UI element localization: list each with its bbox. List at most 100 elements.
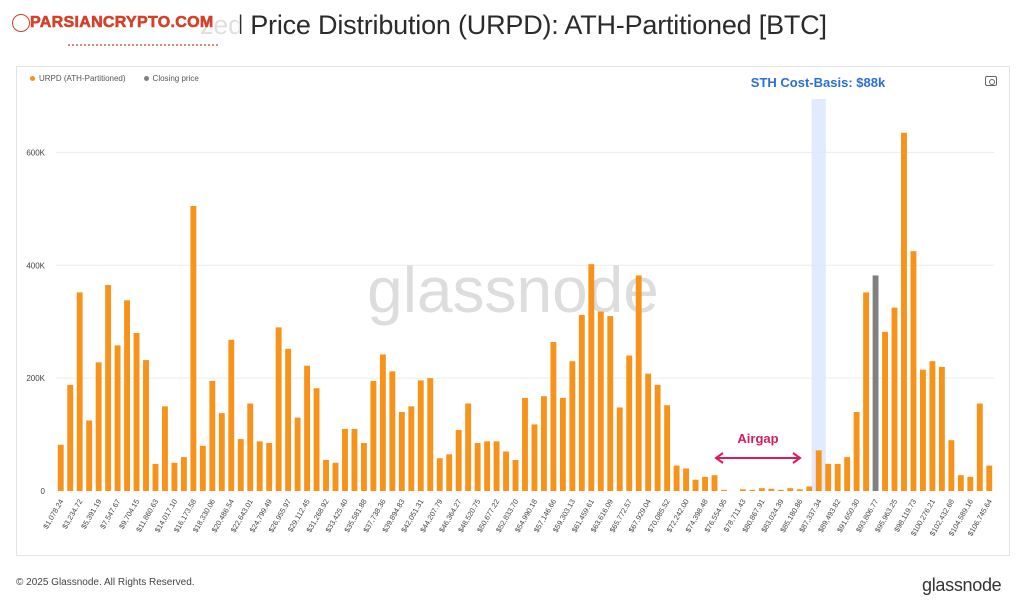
- urpd-bar: [796, 489, 803, 491]
- urpd-bar: [815, 450, 822, 491]
- urpd-bar: [105, 285, 112, 491]
- urpd-bar: [237, 439, 244, 491]
- urpd-bar: [787, 488, 794, 491]
- closing-price-bar: [872, 275, 879, 491]
- urpd-bar: [578, 314, 585, 491]
- camera-icon[interactable]: [985, 76, 997, 86]
- urpd-bar: [67, 384, 74, 491]
- logo-mark-icon: [12, 14, 30, 32]
- urpd-bar: [749, 489, 756, 491]
- urpd-bar: [825, 463, 832, 491]
- urpd-bar: [124, 300, 130, 491]
- urpd-bar: [474, 443, 481, 491]
- urpd-bar: [370, 380, 377, 491]
- urpd-bar: [285, 348, 292, 491]
- urpd-bar: [758, 488, 765, 491]
- urpd-bar: [455, 430, 462, 491]
- urpd-bar: [351, 428, 358, 491]
- urpd-bar: [901, 132, 907, 491]
- urpd-bar: [938, 366, 945, 491]
- urpd-bar: [493, 441, 500, 491]
- urpd-bar: [360, 443, 367, 491]
- copyright-footer: © 2025 Glassnode. All Rights Reserved.: [16, 577, 195, 588]
- urpd-bar: [844, 457, 851, 491]
- urpd-bar: [171, 462, 178, 491]
- sth-cost-basis-band: [811, 99, 826, 491]
- urpd-bar: [427, 378, 434, 491]
- logo-underline: [68, 34, 218, 46]
- urpd-bar: [711, 475, 718, 491]
- urpd-bar: [86, 420, 93, 491]
- urpd-bar: [635, 275, 642, 491]
- urpd-bar: [683, 468, 690, 491]
- y-tick-label: 600K: [26, 148, 45, 157]
- y-tick-label: 0: [41, 487, 46, 496]
- urpd-bar: [484, 441, 491, 491]
- urpd-bar: [948, 440, 955, 491]
- legend-item-urpd[interactable]: URPD (ATH-Partitioned): [30, 74, 126, 83]
- airgap-arrow-right-head: [792, 452, 802, 464]
- urpd-bar: [920, 369, 926, 491]
- urpd-bar: [465, 403, 472, 491]
- urpd-bar: [256, 441, 263, 491]
- urpd-bar: [739, 489, 746, 491]
- urpd-bar: [313, 388, 320, 491]
- urpd-bar: [228, 339, 235, 491]
- urpd-bar: [569, 361, 576, 491]
- glassnode-watermark: glassnode: [367, 254, 659, 326]
- urpd-bar: [588, 264, 595, 491]
- urpd-bar: [777, 489, 784, 491]
- urpd-bar: [95, 362, 102, 491]
- legend-item-closing[interactable]: Closing price: [143, 74, 199, 83]
- urpd-bar: [436, 458, 443, 491]
- urpd-bar: [976, 403, 983, 491]
- urpd-bar: [323, 459, 329, 491]
- urpd-bar: [218, 413, 225, 491]
- urpd-bar: [143, 360, 149, 491]
- airgap-label: Airgap: [737, 431, 778, 446]
- urpd-bar: [408, 406, 415, 491]
- urpd-bar: [597, 311, 604, 491]
- urpd-bar: [929, 361, 936, 491]
- urpd-bar: [266, 443, 273, 491]
- urpd-bar: [986, 465, 993, 491]
- urpd-bar: [806, 486, 813, 491]
- urpd-bar: [114, 345, 121, 491]
- urpd-bar: [398, 412, 405, 491]
- urpd-bar: [550, 342, 557, 491]
- urpd-bar: [332, 462, 339, 491]
- urpd-bar: [417, 380, 424, 491]
- urpd-bar: [531, 424, 538, 491]
- y-tick-label: 400K: [26, 261, 45, 270]
- urpd-bar: [152, 463, 159, 491]
- urpd-bar: [180, 457, 187, 491]
- urpd-bar: [834, 463, 841, 491]
- urpd-bar: [162, 406, 168, 491]
- urpd-bar: [853, 412, 860, 491]
- chart-legend: URPD (ATH-Partitioned) Closing price: [30, 74, 199, 83]
- urpd-bar: [446, 454, 453, 491]
- urpd-bar: [379, 354, 386, 491]
- urpd-bar: [891, 307, 898, 491]
- legend-dot-closing: [143, 76, 149, 81]
- urpd-bar: [626, 355, 633, 491]
- urpd-bar: [768, 488, 775, 491]
- urpd-bar: [957, 475, 964, 491]
- urpd-bar: [664, 405, 671, 491]
- urpd-bar: [654, 384, 661, 491]
- urpd-bar: [294, 417, 301, 491]
- urpd-bar: [616, 407, 623, 491]
- urpd-bar: [910, 251, 917, 491]
- urpd-bar: [967, 476, 974, 491]
- urpd-bar: [702, 476, 708, 491]
- legend-label-closing: Closing price: [152, 74, 199, 83]
- urpd-bar: [199, 445, 206, 491]
- urpd-bar: [522, 397, 528, 491]
- urpd-bar: [275, 327, 282, 491]
- logo-text: PARSIANCRYPTO.COM: [30, 14, 214, 32]
- urpd-bar: [559, 397, 566, 491]
- urpd-bar: [133, 333, 140, 491]
- urpd-bar: [342, 428, 348, 491]
- urpd-bar: [882, 331, 888, 491]
